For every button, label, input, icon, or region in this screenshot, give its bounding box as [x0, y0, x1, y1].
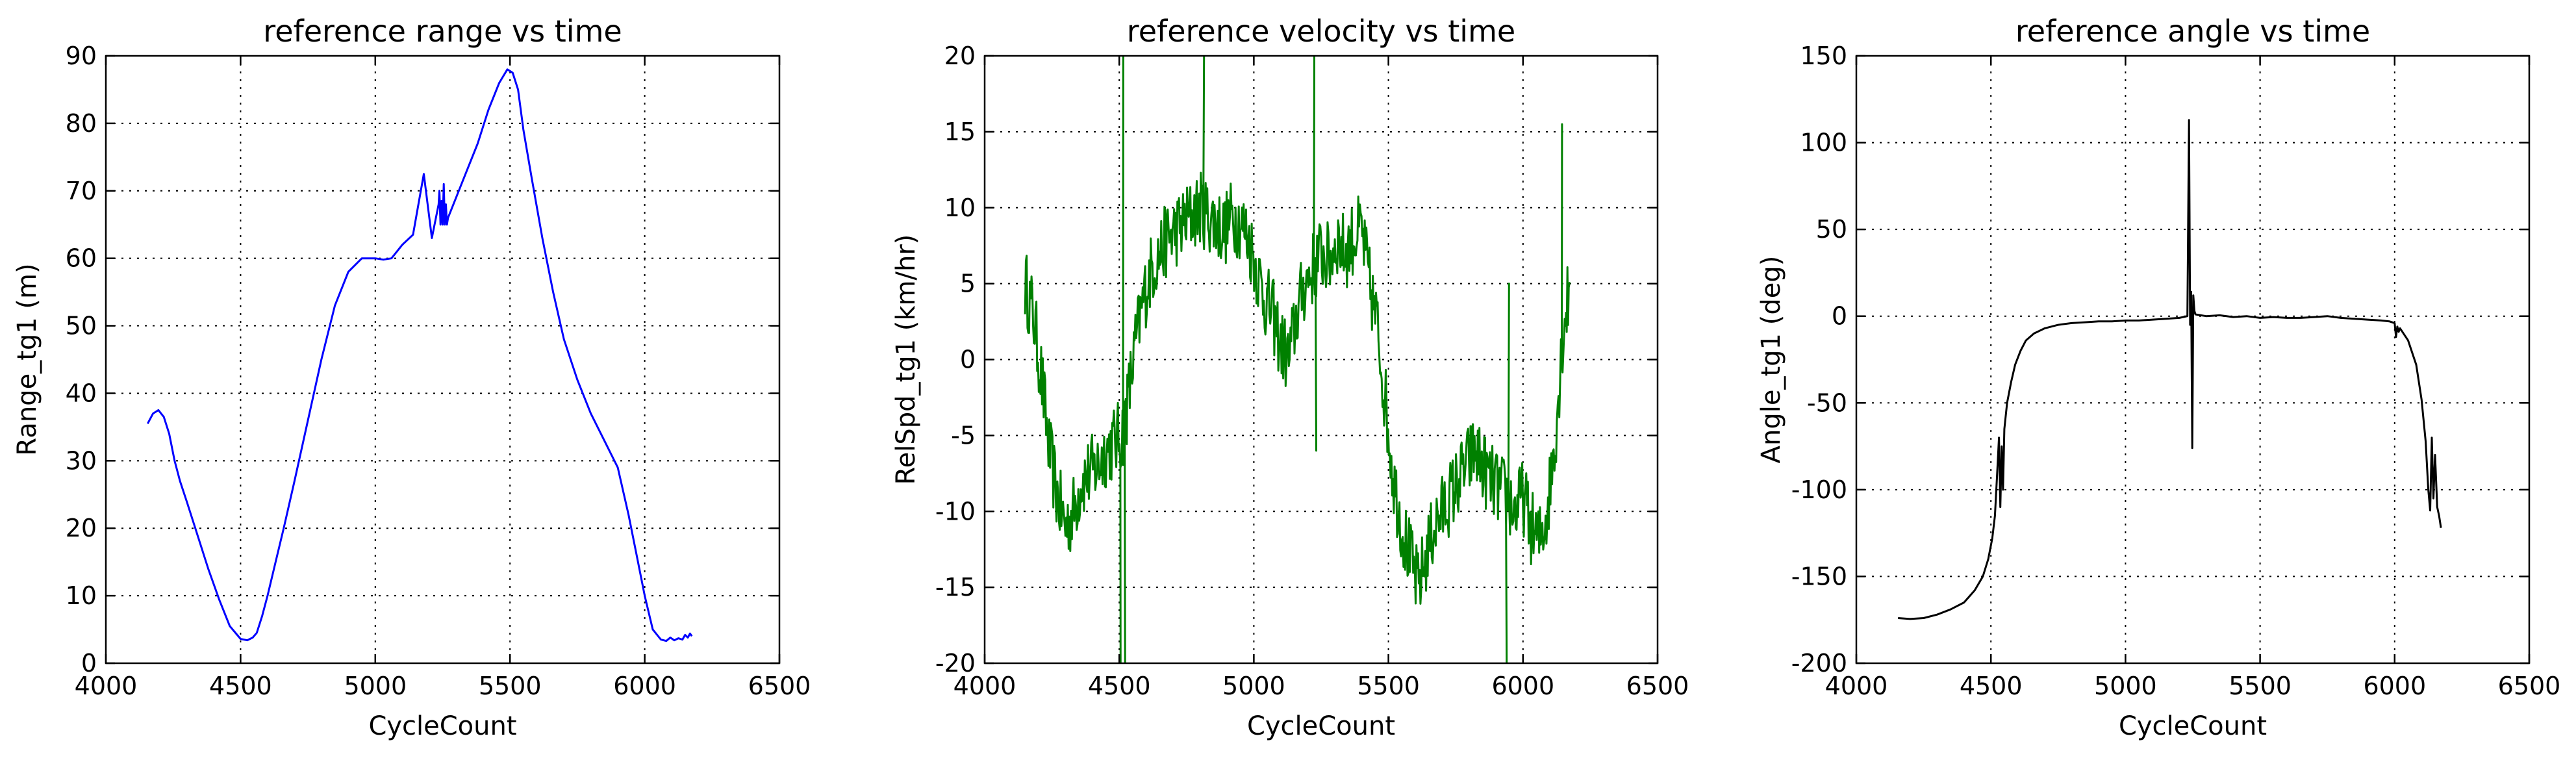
y-tick-label: 40 — [66, 379, 97, 407]
x-axis-label: CycleCount — [1247, 711, 1395, 741]
y-tick-label: 10 — [944, 194, 976, 222]
y-tick-label: 150 — [1800, 42, 1847, 70]
y-tick-label: -5 — [951, 421, 976, 450]
y-tick-label: 50 — [1816, 215, 1847, 244]
x-tick-label: 6000 — [1491, 672, 1554, 700]
x-tick-label: 4500 — [1960, 672, 2023, 700]
y-tick-label: -100 — [1791, 475, 1847, 504]
series-line-0 — [1898, 119, 2442, 620]
x-tick-label: 4000 — [953, 672, 1017, 700]
y-tick-label: 10 — [66, 581, 97, 610]
ticks: 4000 4500 5000 5500 6000 6500 -20 -15 -10 -5 0 5 10 1… — [935, 42, 1689, 700]
x-tick-label: 6500 — [748, 672, 811, 700]
grid — [985, 56, 1658, 663]
y-axis-label: Angle_tg1 (deg) — [1756, 256, 1786, 464]
y-tick-label: 90 — [66, 42, 97, 70]
y-tick-label: -15 — [935, 573, 976, 602]
range-chart: 4000 4500 5000 5500 6000 6500 0 10 20 30 40 50 60 70 8… — [12, 14, 811, 741]
x-tick-label: 6000 — [2363, 672, 2426, 700]
x-tick-label: 4000 — [75, 672, 138, 700]
ticks: 4000 4500 5000 5500 6000 6500 -200 -150 -100 -50 0… — [1791, 42, 2561, 700]
y-tick-label: 20 — [944, 42, 976, 70]
x-tick-label: 6500 — [1626, 672, 1689, 700]
y-tick-label: 70 — [66, 177, 97, 205]
x-tick-label: 4500 — [209, 672, 272, 700]
x-tick-label: 5500 — [2229, 672, 2292, 700]
series-lines — [1024, 56, 1571, 663]
y-tick-label: -50 — [1807, 388, 1847, 417]
series-line-0 — [146, 68, 693, 642]
x-axis-label: CycleCount — [2119, 711, 2267, 741]
y-tick-label: 100 — [1800, 129, 1847, 157]
x-tick-label: 6500 — [2498, 672, 2561, 700]
x-axis-label: CycleCount — [368, 711, 516, 741]
plot-frame — [105, 55, 781, 665]
y-axis-label: Range_tg1 (m) — [12, 263, 42, 455]
y-tick-label: -150 — [1791, 562, 1847, 590]
y-tick-label: -20 — [935, 649, 976, 678]
y-tick-label: 0 — [81, 649, 97, 678]
x-tick-label: 4000 — [1825, 672, 1888, 700]
y-tick-label: -10 — [935, 497, 976, 526]
velocity-chart: 4000 4500 5000 5500 6000 6500 -20 -15 -10 -5 0 5 10 1… — [891, 14, 1689, 741]
y-axis-label: RelSpd_tg1 (km/hr) — [891, 234, 921, 485]
y-tick-label: 30 — [66, 446, 97, 475]
series-line-0 — [1024, 56, 1571, 663]
chart-title: reference velocity vs time — [1127, 14, 1515, 49]
x-tick-label: 6000 — [613, 672, 676, 700]
y-tick-label: 15 — [944, 118, 976, 146]
y-tick-label: 80 — [66, 109, 97, 138]
angle-chart: 4000 4500 5000 5500 6000 6500 -200 -150 -100 -50 0… — [1756, 14, 2560, 741]
chart-title: reference range vs time — [263, 14, 622, 49]
y-tick-label: 60 — [66, 244, 97, 273]
x-tick-label: 5500 — [479, 672, 542, 700]
y-tick-label: -200 — [1791, 649, 1847, 678]
y-tick-label: 0 — [960, 346, 976, 374]
x-tick-label: 5000 — [1222, 672, 1285, 700]
plot-area — [106, 56, 779, 663]
x-tick-label: 5500 — [1357, 672, 1420, 700]
x-tick-label: 5000 — [2094, 672, 2157, 700]
y-tick-label: 20 — [66, 514, 97, 542]
y-tick-label: 5 — [960, 270, 976, 298]
chart-title: reference angle vs time — [2015, 14, 2370, 49]
y-tick-label: 50 — [66, 312, 97, 340]
y-tick-label: 0 — [1832, 302, 1847, 331]
x-tick-label: 5000 — [344, 672, 407, 700]
series-lines — [1898, 119, 2442, 620]
series-lines — [146, 68, 693, 642]
ticks: 4000 4500 5000 5500 6000 6500 0 10 20 30 40 50 60 70 8… — [66, 42, 811, 700]
plot-frame — [1855, 55, 2531, 665]
x-tick-label: 4500 — [1088, 672, 1151, 700]
